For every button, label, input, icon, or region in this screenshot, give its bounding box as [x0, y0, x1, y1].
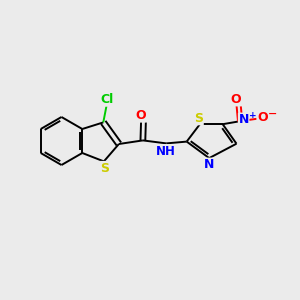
Text: O: O — [136, 109, 146, 122]
Text: O: O — [231, 93, 242, 106]
Text: NH: NH — [156, 145, 176, 158]
Text: −: − — [268, 108, 277, 118]
Text: O: O — [257, 111, 268, 124]
Text: Cl: Cl — [100, 93, 113, 106]
Text: N: N — [204, 158, 214, 171]
Text: S: S — [100, 161, 109, 175]
Text: S: S — [194, 112, 203, 125]
Text: N: N — [238, 113, 249, 126]
Text: +: + — [249, 111, 256, 120]
